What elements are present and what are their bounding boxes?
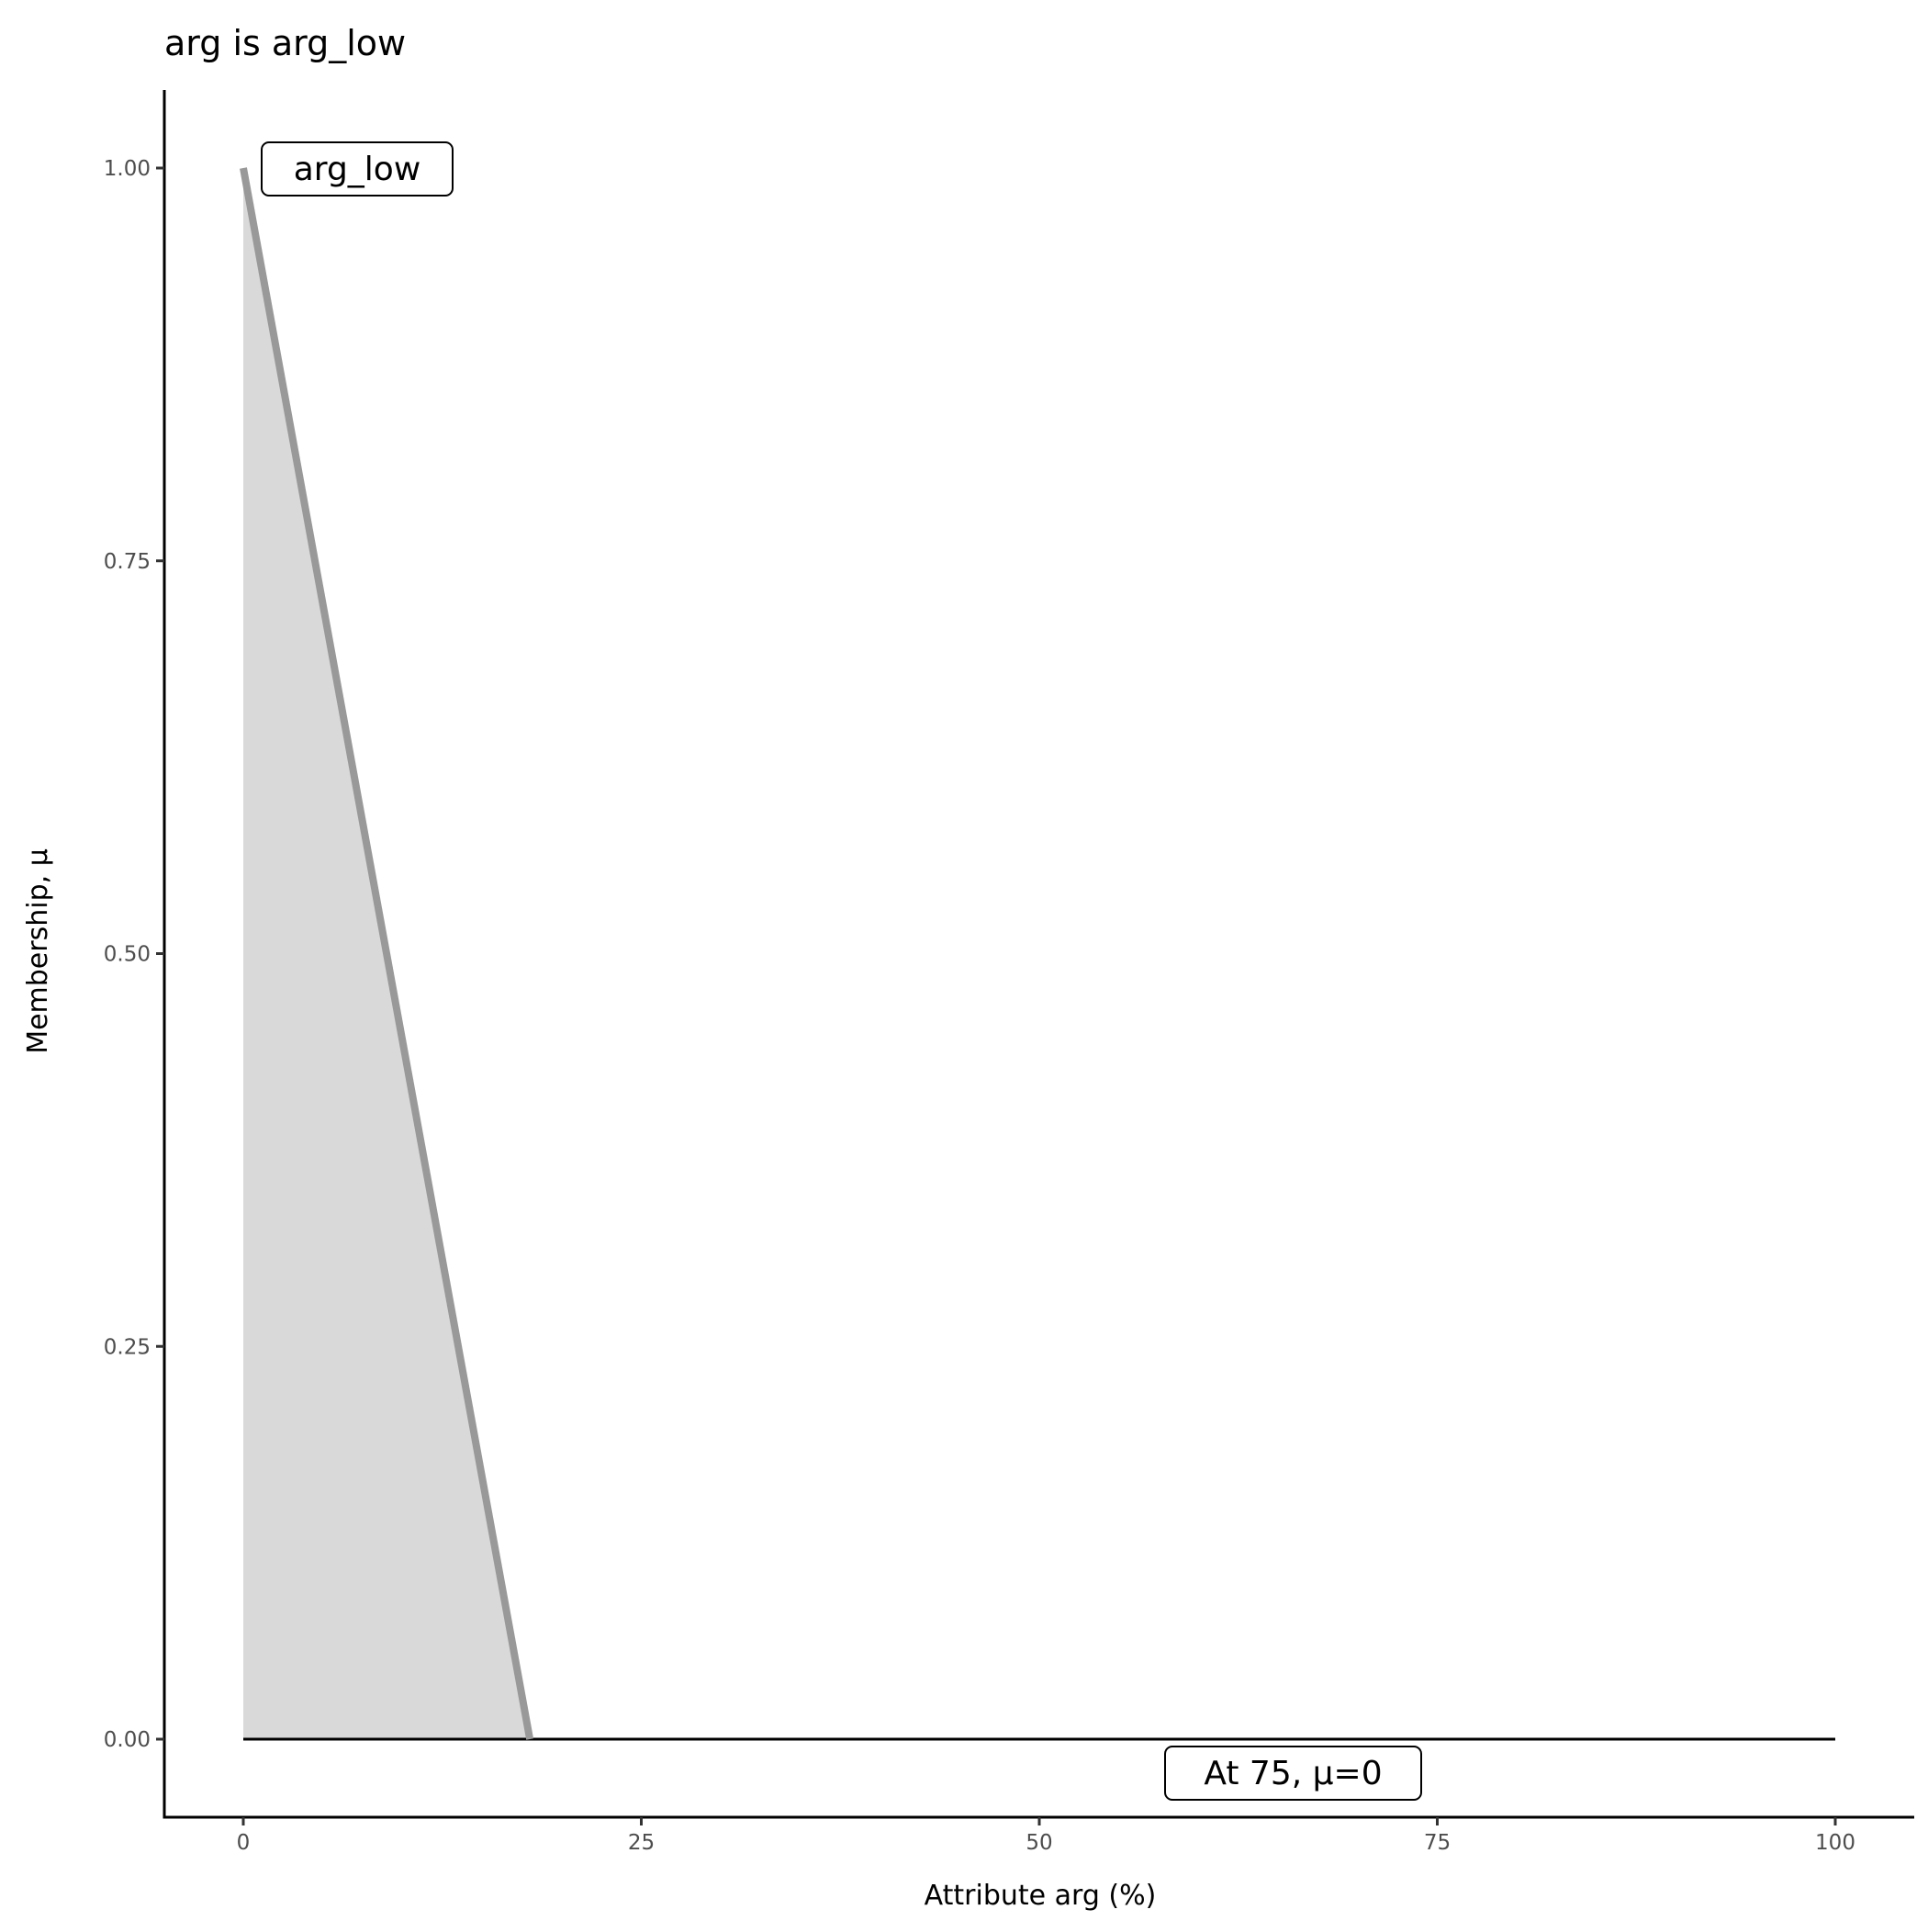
y-axis-title: Membership, μ (22, 848, 54, 1054)
x-tick-label: 25 (628, 1831, 655, 1855)
y-tick-label: 0.25 (104, 1335, 151, 1359)
y-tick-label: 0.00 (104, 1728, 151, 1752)
annotation-label: arg_low (294, 151, 421, 188)
plot-area: 0 25 50 75 100 0.00 0.25 0.50 0.75 1.00 arg_low At … (104, 90, 1914, 1855)
y-tick-label: 1.00 (104, 157, 151, 181)
x-tick-label: 0 (237, 1831, 251, 1855)
annotation-label: At 75, μ=0 (1204, 1755, 1382, 1792)
annotation-box (1164, 1746, 1422, 1801)
chart-title: arg is arg_low (164, 23, 406, 63)
annotation-box (261, 141, 454, 197)
x-tick-label: 100 (1815, 1831, 1855, 1855)
y-tick-label: 0.75 (104, 550, 151, 574)
x-axis-title: Attribute arg (%) (925, 1880, 1157, 1912)
membership-area (243, 168, 1835, 1739)
x-tick-label: 50 (1026, 1831, 1052, 1855)
y-tick-label: 0.50 (104, 943, 151, 967)
x-tick-label: 75 (1424, 1831, 1451, 1855)
membership-line (240, 167, 534, 1740)
